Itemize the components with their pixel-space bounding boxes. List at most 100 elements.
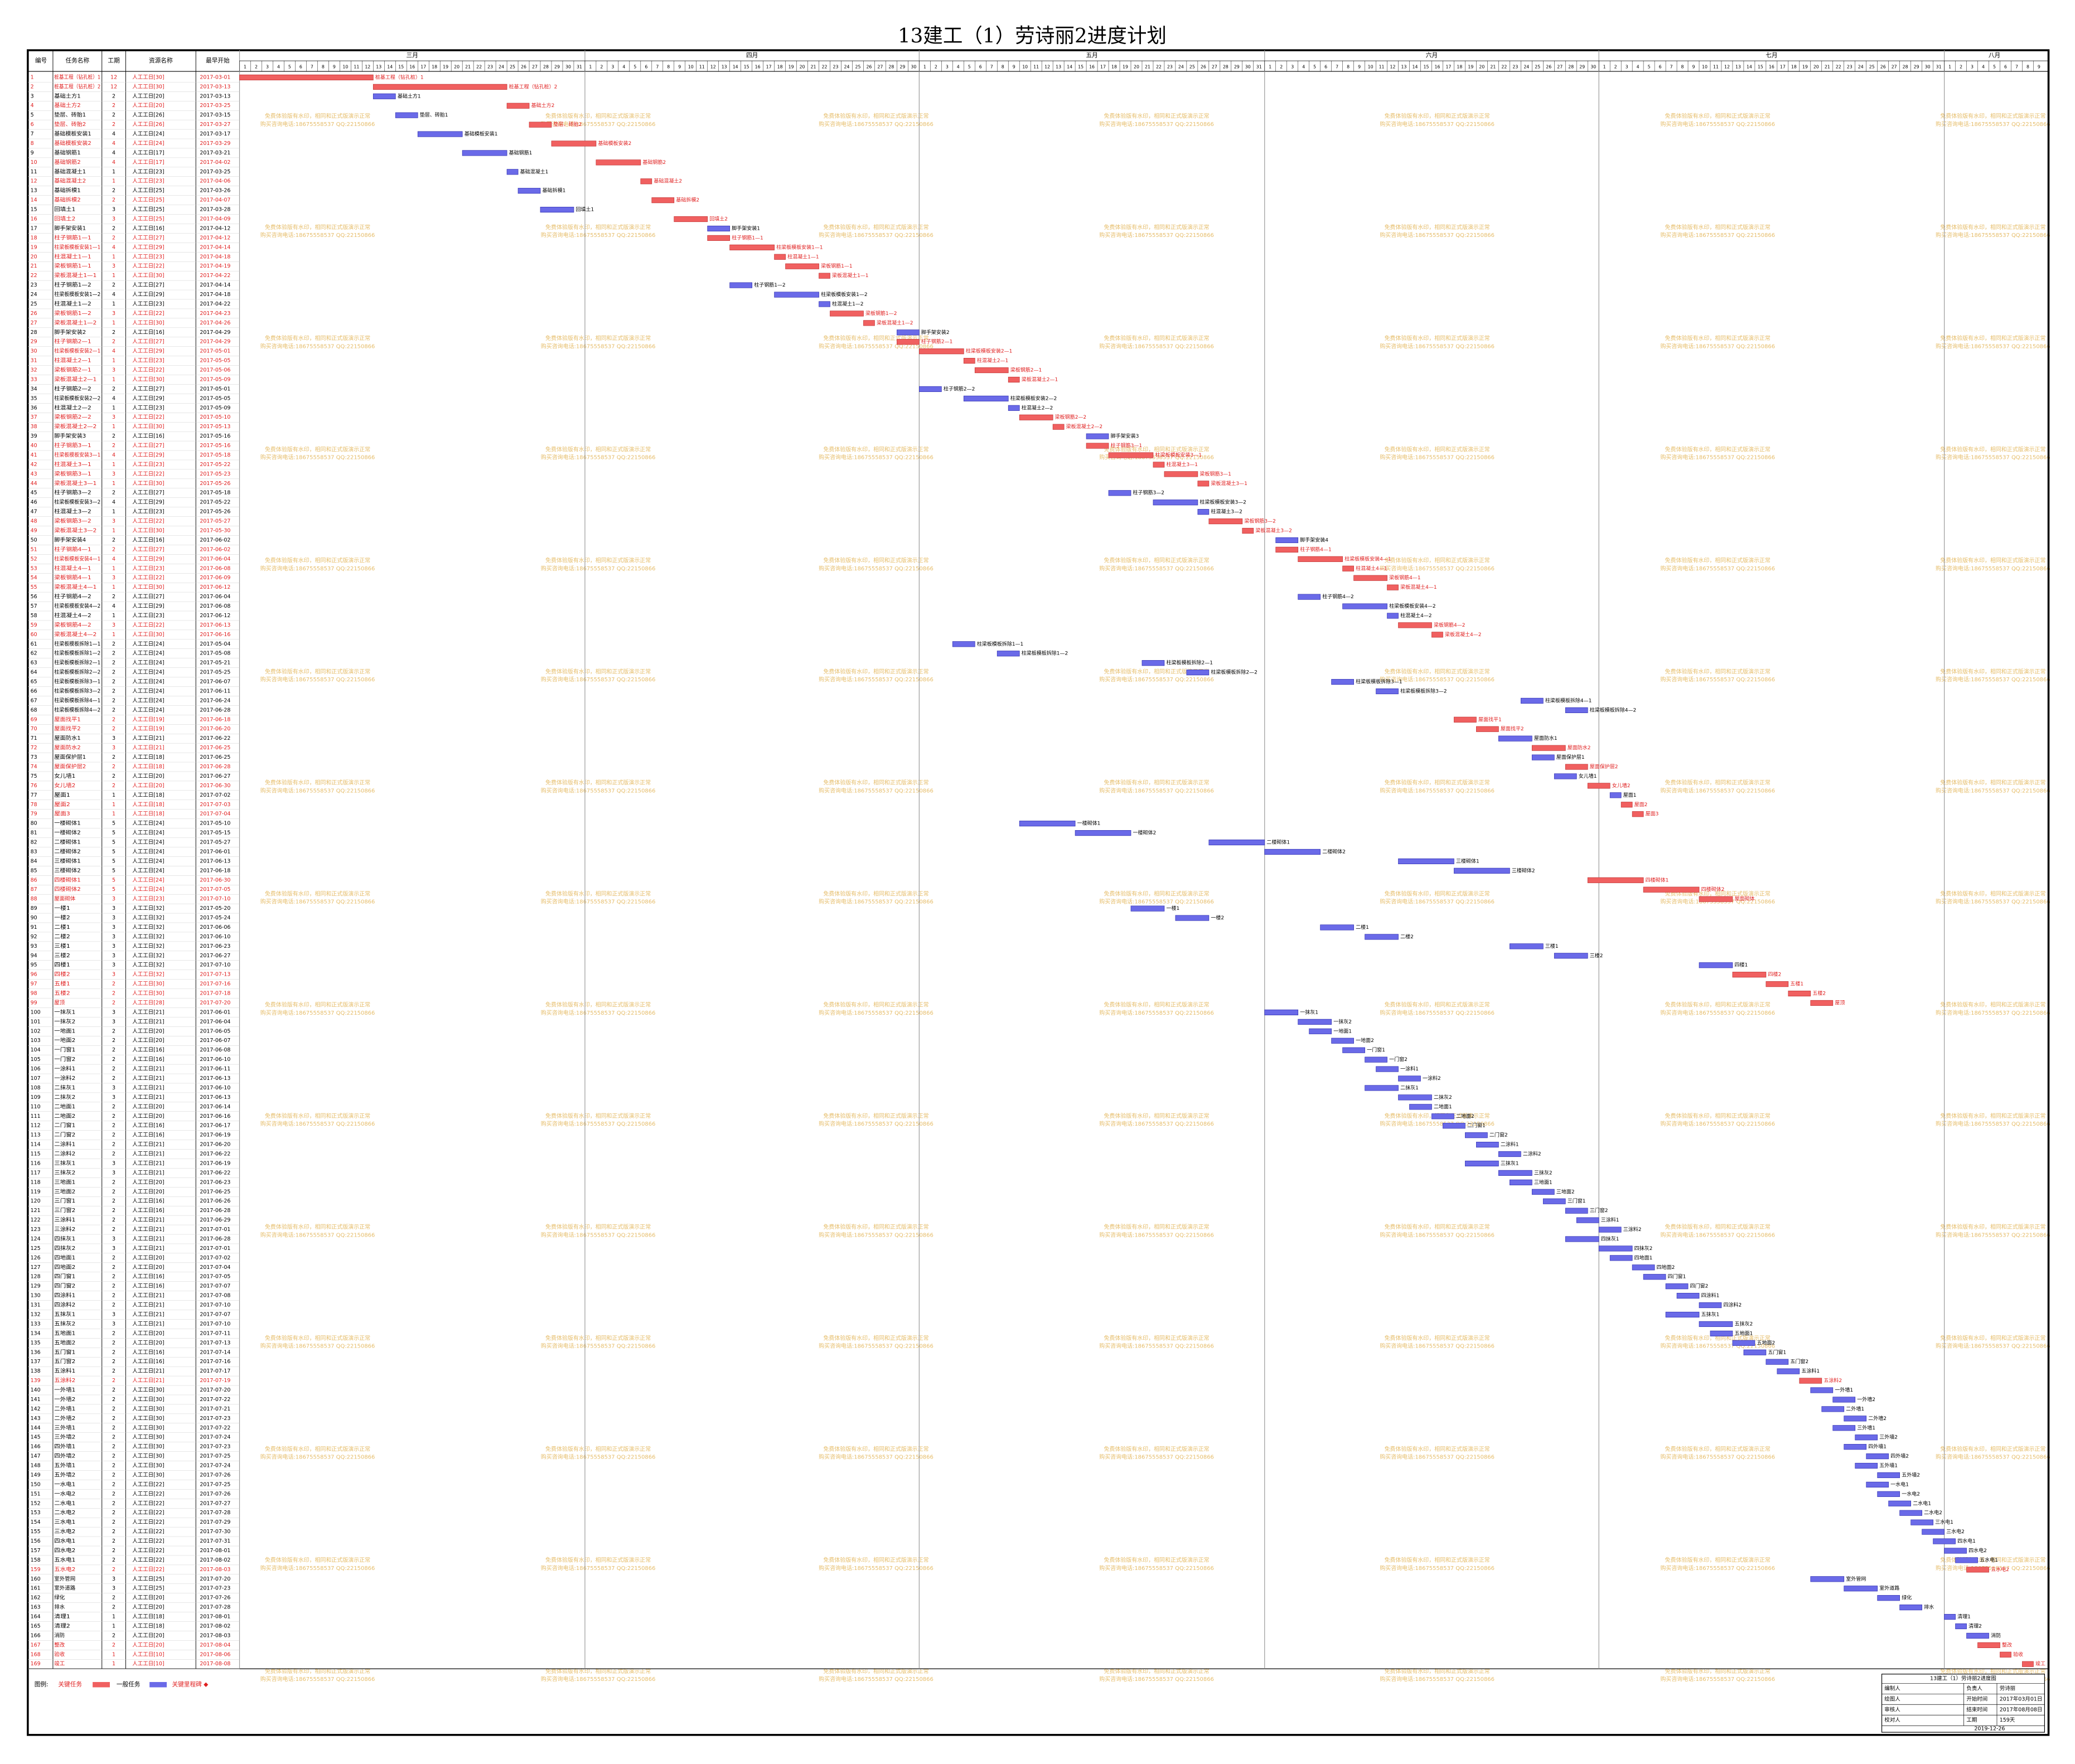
task-name: 梁板混凝土4—2 [54, 631, 96, 638]
bar-label: 柱梁板模板安装4—1 [1344, 555, 1391, 562]
task-start: 2017-06-23 [200, 943, 230, 949]
task-start: 2017-05-30 [200, 528, 230, 534]
task-duration: 2 [112, 1349, 115, 1355]
task-bar [674, 216, 708, 222]
legend-normal: 一般任务 [117, 1681, 141, 1688]
task-name: 垫层、砖胎1 [54, 112, 86, 118]
task-start: 2017-05-01 [200, 348, 230, 355]
task-start: 2017-07-18 [200, 991, 230, 997]
bar-label: 基础土方1 [398, 93, 421, 99]
bar-label: 二地面2 [1456, 1113, 1474, 1120]
task-bar [1476, 726, 1499, 732]
task-name: 梁板混凝土2—2 [54, 423, 96, 430]
bar-label: 梁板钢筋3—2 [1244, 518, 1275, 525]
task-bar [551, 140, 597, 147]
bar-label: 四地面2 [1657, 1264, 1675, 1271]
task-resource: 人工工日[22] [132, 1529, 164, 1535]
task-bar [1531, 745, 1566, 751]
task-resource: 人工工日[22] [132, 1481, 164, 1487]
task-start: 2017-06-16 [200, 632, 230, 638]
task-id: 38 [31, 424, 37, 430]
task-resource: 人工工日[20] [132, 1642, 164, 1648]
task-bar [1008, 376, 1020, 383]
task-start: 2017-06-20 [200, 726, 230, 732]
task-start: 2017-06-28 [200, 707, 230, 713]
day-label: 28 [888, 64, 894, 69]
task-duration: 1 [112, 792, 115, 798]
watermark: 免费体验版有水印，相同和正式版演示正常 [545, 1446, 651, 1453]
task-duration: 2 [112, 1453, 115, 1460]
bar-label: 柱梁板模板拆除3—1 [1356, 679, 1402, 685]
task-bar [1465, 1160, 1499, 1167]
day-label: 17 [420, 64, 426, 69]
task-duration: 1 [112, 320, 115, 326]
task-start: 2017-04-12 [200, 235, 230, 241]
day-label: 9 [2038, 64, 2040, 69]
task-start: 2017-06-10 [200, 934, 230, 940]
task-duration: 1 [112, 1661, 115, 1667]
watermark: 免费体验版有水印，相同和正式版演示正常 [1665, 1334, 1771, 1341]
task-duration: 1 [112, 1651, 115, 1658]
task-name: 消防 [54, 1632, 65, 1639]
day-label: 6 [1659, 64, 1662, 69]
watermark: 免费体验版有水印，相同和正式版演示正常 [545, 557, 651, 564]
watermark: 免费体验版有水印，相同和正式版演示正常 [823, 1112, 928, 1120]
task-resource: 人工工日[21] [132, 735, 164, 742]
watermark: 免费体验版有水印，相同和正式版演示正常 [1104, 779, 1209, 786]
task-resource: 人工工日[21] [132, 1066, 164, 1072]
task-bar [651, 197, 675, 203]
task-duration: 3 [112, 972, 115, 978]
task-id: 88 [31, 896, 37, 902]
task-id: 4 [31, 103, 34, 109]
task-id: 83 [31, 849, 37, 855]
task-duration: 2 [112, 773, 115, 779]
bar-label: 梁板混凝土2—1 [1022, 376, 1058, 382]
task-name: 一水电2 [54, 1490, 75, 1497]
task-name: 桩基工程（钻孔桩）1 [54, 74, 100, 80]
day-label: 26 [1546, 64, 1551, 69]
task-resource: 人工工日[20] [132, 93, 164, 99]
task-duration: 2 [112, 594, 115, 600]
task-start: 2017-04-18 [200, 292, 230, 298]
task-name: 屋面防水2 [54, 744, 80, 751]
bar-label: 柱梁板模板拆除4—1 [1545, 697, 1592, 704]
task-id: 36 [31, 405, 37, 411]
bar-label: 柱梁板模板安装1—1 [776, 244, 823, 250]
task-resource: 人工工日[32] [132, 972, 164, 978]
task-duration: 2 [112, 112, 115, 118]
task-bar [1665, 1283, 1689, 1290]
task-bar [819, 273, 830, 279]
watermark: 购买咨询电话:18675558537 QQ:22150866 [1660, 1120, 1775, 1127]
task-resource: 人工工日[24] [132, 886, 164, 893]
task-name: 四门窗2 [54, 1283, 75, 1290]
task-name: 桩基工程（钻孔桩）2 [54, 83, 100, 90]
bar-label: 五涂料2 [1824, 1377, 1842, 1384]
task-id: 169 [31, 1661, 41, 1667]
watermark: 免费体验版有水印，相同和正式版演示正常 [823, 1334, 928, 1341]
day-label: 23 [1167, 64, 1173, 69]
watermark: 免费体验版有水印，相同和正式版演示正常 [545, 113, 651, 120]
task-resource: 人工工日[20] [132, 103, 164, 109]
task-duration: 2 [112, 1605, 115, 1611]
watermark: 免费体验版有水印，相同和正式版演示正常 [545, 1112, 651, 1120]
task-resource: 人工工日[23] [132, 405, 164, 411]
task-start: 2017-08-02 [200, 1624, 230, 1630]
watermark: 购买咨询电话:18675558537 QQ:22150866 [819, 120, 933, 128]
task-bar [1632, 1264, 1655, 1271]
watermark: 免费体验版有水印，相同和正式版演示正常 [823, 1557, 928, 1564]
task-id: 106 [31, 1066, 41, 1072]
day-label: 21 [1145, 64, 1150, 69]
task-id: 86 [31, 877, 37, 883]
task-name: 一楼1 [54, 905, 70, 912]
task-resource: 人工工日[16] [132, 1349, 164, 1355]
day-label: 5 [1648, 64, 1651, 69]
task-duration: 2 [112, 1368, 115, 1374]
task-id: 49 [31, 528, 37, 534]
watermark: 免费体验版有水印，相同和正式版演示正常 [1104, 1112, 1209, 1120]
bar-label: 五门窗2 [1790, 1358, 1808, 1365]
watermark: 购买咨询电话:18675558537 QQ:22150866 [1660, 120, 1775, 128]
watermark: 购买咨询电话:18675558537 QQ:22150866 [1380, 1343, 1494, 1350]
task-bar [1554, 953, 1588, 959]
day-label: 22 [822, 64, 828, 69]
day-label: 11 [1379, 64, 1385, 69]
